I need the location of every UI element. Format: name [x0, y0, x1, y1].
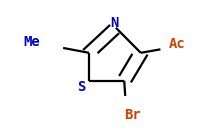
- Text: Ac: Ac: [168, 37, 184, 51]
- Text: S: S: [77, 80, 85, 94]
- Text: Br: Br: [124, 108, 140, 122]
- Text: Me: Me: [24, 35, 40, 49]
- Text: N: N: [110, 16, 118, 30]
